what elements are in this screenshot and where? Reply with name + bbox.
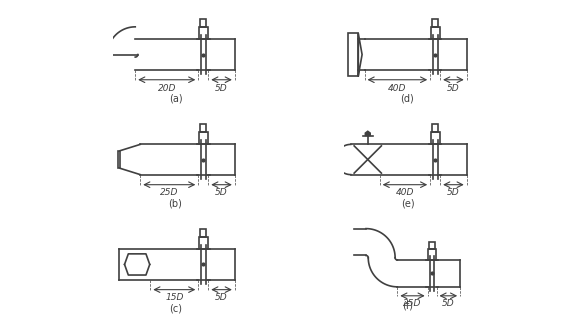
- Text: (e): (e): [401, 198, 415, 208]
- Text: 25D: 25D: [160, 189, 178, 197]
- Text: (c): (c): [169, 303, 182, 313]
- Bar: [199, 237, 208, 249]
- Text: (b): (b): [168, 198, 182, 208]
- Bar: [199, 27, 208, 40]
- Text: 5D: 5D: [447, 189, 460, 197]
- Bar: [432, 124, 438, 132]
- Text: 40D: 40D: [396, 189, 414, 197]
- Bar: [428, 249, 436, 260]
- Bar: [118, 151, 120, 168]
- FancyArrow shape: [365, 131, 370, 136]
- Bar: [200, 229, 206, 237]
- Bar: [200, 19, 206, 27]
- Text: 5D: 5D: [447, 84, 460, 93]
- Text: 5D: 5D: [215, 293, 228, 302]
- Text: 5D: 5D: [215, 84, 228, 93]
- Text: (a): (a): [168, 93, 182, 103]
- Text: 25D: 25D: [403, 299, 422, 308]
- Bar: [431, 27, 440, 40]
- Text: (d): (d): [401, 93, 415, 103]
- Text: 40D: 40D: [388, 84, 406, 93]
- Bar: [429, 242, 435, 249]
- Bar: [348, 33, 359, 76]
- Text: 5D: 5D: [442, 299, 455, 308]
- Bar: [199, 132, 208, 145]
- Text: 20D: 20D: [157, 84, 176, 93]
- Bar: [432, 19, 438, 27]
- Text: 15D: 15D: [165, 293, 184, 302]
- Bar: [431, 132, 440, 145]
- Bar: [200, 124, 206, 132]
- Text: 5D: 5D: [215, 189, 228, 197]
- Text: (f): (f): [402, 300, 413, 310]
